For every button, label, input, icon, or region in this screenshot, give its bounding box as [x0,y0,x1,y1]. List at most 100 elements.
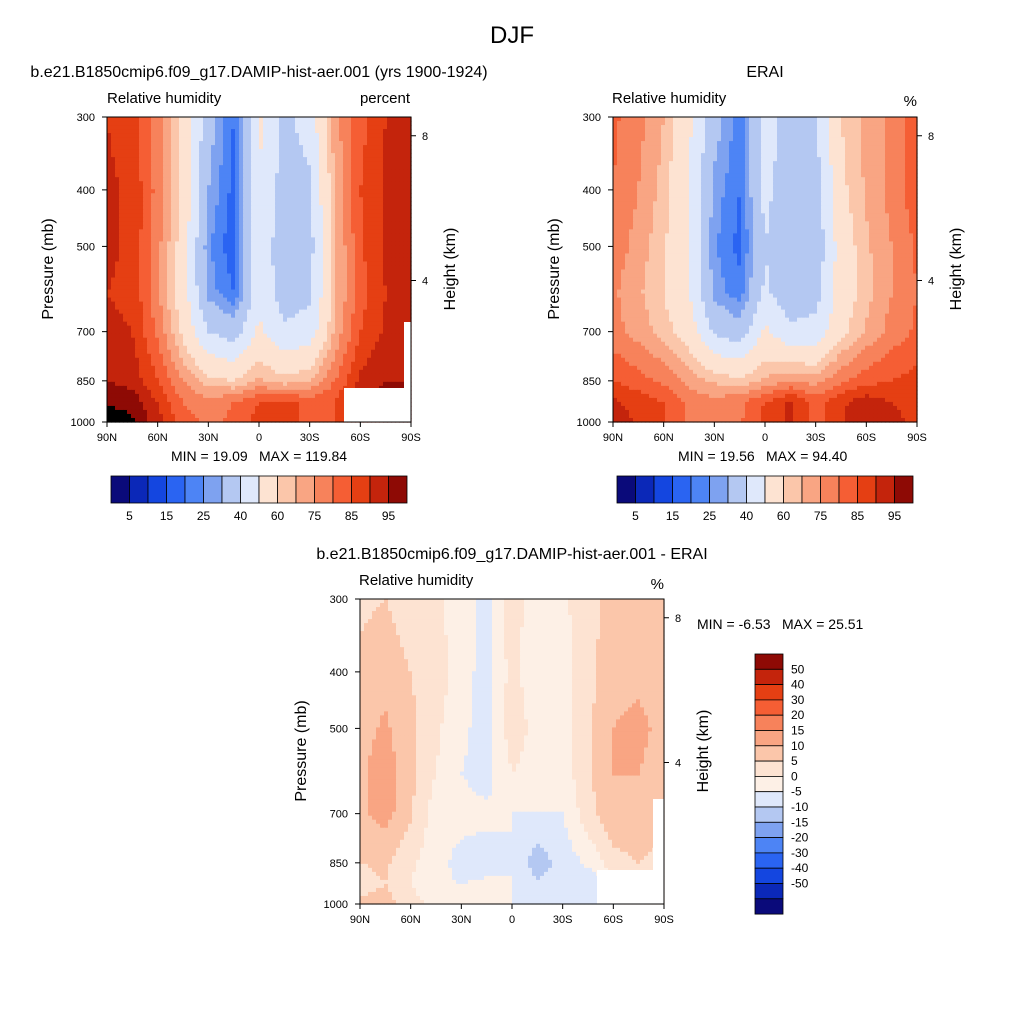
contour-cell [315,257,320,263]
contour-cell [143,193,148,198]
contour-cell [155,145,160,150]
contour-cell [279,181,284,186]
contour-cell [371,145,376,150]
contour-cell [267,333,272,339]
contour-cell [255,149,260,154]
contour-cell [135,261,140,267]
contour-cell [175,305,180,311]
contour-cell [299,337,304,343]
contour-cell [271,329,276,335]
contour-cell [267,249,272,255]
contour-cell [375,145,380,150]
contour-cell [207,289,212,295]
contour-cell [187,157,192,162]
contour-cell [379,253,384,259]
contour-cell [127,329,132,335]
contour-cell [167,361,172,367]
contour-cell [187,369,192,375]
contour-cell [255,341,260,347]
contour-cell [263,341,268,347]
contour-cell [159,317,164,323]
contour-cell [323,205,328,210]
contour-cell [343,313,348,319]
contour-cell [299,121,304,126]
contour-cell [199,273,204,279]
contour-cell [351,221,356,226]
contour-cell [191,357,196,363]
contour-cell [111,133,116,138]
contour-cell [323,329,328,335]
contour-cell [123,329,128,335]
contour-cell [279,177,284,182]
contour-cell [147,217,152,222]
contour-cell [363,369,368,375]
contour-cell [395,173,400,178]
contour-cell [247,177,252,182]
contour-cell [283,361,288,367]
contour-cell [231,349,236,355]
contour-cell [227,173,232,178]
contour-cell [119,357,124,363]
contour-cell [371,161,376,166]
contour-cell [235,353,240,359]
contour-cell [263,213,268,218]
contour-cell [379,237,384,242]
contour-cell [175,369,180,375]
contour-cell [367,169,372,174]
contour-cell [223,193,228,198]
contour-cell [231,365,236,371]
contour-cell [171,365,176,371]
contour-cell [115,301,120,307]
contour-cell [379,201,384,206]
contour-cell [151,137,156,142]
contour-cell [359,153,364,158]
contour-cell [247,201,252,206]
contour-cell [227,265,232,271]
contour-cell [231,273,236,279]
contour-cell [327,361,332,367]
contour-cell [171,325,176,331]
contour-cell [363,301,368,307]
contour-cell [331,369,336,375]
contour-cell [299,161,304,166]
contour-cell [371,305,376,311]
contour-cell [299,141,304,146]
contour-cell [267,185,272,190]
contour-cell [279,361,284,367]
contour-cell [251,209,256,214]
contour-cell [331,245,336,251]
contour-cell [251,341,256,347]
contour-cell [323,197,328,202]
contour-cell [111,185,116,190]
contour-cell [191,129,196,134]
contour-cell [355,221,360,226]
contour-cell [223,233,228,238]
contour-cell [355,365,360,371]
contour-cell [383,313,388,319]
contour-cell [163,181,168,186]
contour-cell [331,217,336,222]
contour-cell [407,125,412,130]
contour-cell [159,353,164,359]
contour-cell [143,221,148,226]
contour-cell [383,365,388,371]
contour-cell [163,129,168,134]
contour-cell [151,265,156,271]
contour-cell [335,193,340,198]
contour-cell [287,141,292,146]
contour-cell [263,373,268,379]
contour-cell [171,241,176,247]
contour-cell [367,265,372,271]
contour-cell [275,377,280,383]
contour-cell [295,357,300,363]
contour-cell [147,177,152,182]
contour-cell [259,281,264,287]
contour-cell [271,345,276,351]
contour-cell [399,269,404,275]
contour-cell [347,333,352,339]
contour-cell [119,169,124,174]
contour-cell [383,321,388,327]
contour-cell [239,233,244,238]
contour-cell [307,157,312,162]
contour-cell [139,213,144,218]
